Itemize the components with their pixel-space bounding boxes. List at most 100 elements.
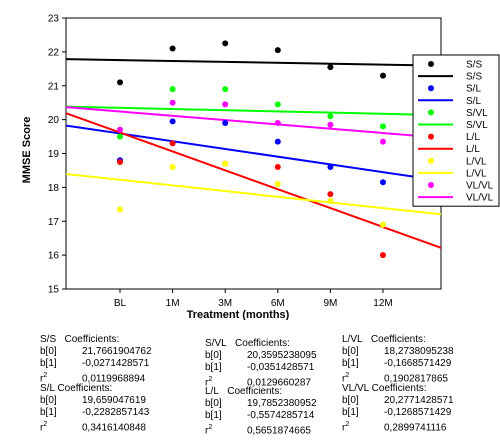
point-l-l	[380, 252, 386, 259]
point-vl-vl	[222, 101, 229, 108]
coef-b1-label: b[1]	[40, 358, 57, 369]
coef-r2-sup: 2	[345, 372, 350, 379]
point-s-vl	[327, 113, 334, 120]
mmse-chart: 15 16 17 18 19 20 21 22 23 BL 1M 3M 6M 9M 12M Treatme…	[21, 14, 500, 320]
coef-title: S/S	[40, 334, 57, 345]
coef-b0-value: 20,2771428571	[384, 395, 454, 406]
point-l-l	[327, 191, 334, 198]
x-tick-label: 9M	[323, 298, 337, 309]
coef-r2-label: r	[205, 377, 209, 389]
x-tick-label: 1M	[166, 298, 180, 309]
coef-b0-value: 21,7661904762	[82, 346, 152, 357]
coef-b1-label: b[1]	[342, 407, 359, 418]
point-s-vl	[222, 86, 229, 93]
coef-b1-value: -0,5574285714	[247, 410, 315, 421]
coef-b0-label: b[0]	[205, 398, 222, 409]
coef-r2-value: 0,3416140848	[82, 422, 146, 434]
y-axis-label: MMSE Score	[21, 117, 33, 184]
point-s-l	[380, 179, 386, 186]
coef-b1-label: b[1]	[40, 407, 57, 418]
x-tick-label: BL	[114, 298, 127, 309]
coef-title: L/VL	[342, 334, 363, 345]
coef-r2-sup: 2	[208, 376, 213, 383]
legend-label: L/L	[466, 144, 480, 155]
point-l-vl	[380, 221, 386, 228]
point-l-vl	[222, 160, 229, 167]
x-axis-label: Treatment (months)	[187, 309, 290, 320]
coef-b0-label: b[0]	[205, 350, 222, 361]
coef-b0-label: b[0]	[40, 395, 57, 406]
coef-head-label: Coefficients:	[235, 338, 290, 349]
fit-lines	[66, 58, 441, 249]
coef-b1-value: -0,1268571429	[384, 407, 452, 418]
point-s-vl	[274, 101, 281, 108]
coef-block-vl-vl: VL/VL Coefficients: b[0] 20,2771428571 b[…	[342, 383, 454, 434]
coef-title: S/VL	[205, 338, 227, 349]
coef-b0-value: 18,2738095238	[384, 346, 454, 357]
x-tick-label: 12M	[373, 298, 392, 309]
coef-b1-label: b[1]	[205, 362, 222, 373]
coef-b0-label: b[0]	[342, 395, 359, 406]
legend-label: S/S	[466, 60, 482, 71]
point-s-s	[327, 64, 334, 71]
coef-b1-label: b[1]	[342, 358, 359, 369]
legend-label: L/L	[466, 132, 480, 143]
point-l-l	[274, 164, 281, 171]
coef-b0-value: 19,659047619	[82, 395, 146, 406]
y-axis-ticks: 15 16 17 18 19 20 21 22 23	[48, 14, 66, 296]
point-s-vl	[169, 86, 176, 93]
y-tick-label: 15	[48, 285, 60, 296]
coef-head-label: Coefficients:	[57, 383, 113, 394]
coef-r2-label: r	[342, 373, 346, 385]
point-s-vl	[117, 133, 123, 140]
point-s-s	[169, 45, 176, 52]
fit-line-s-s	[66, 58, 441, 67]
y-tick-label: 22	[48, 47, 60, 58]
coef-block-s-vl: S/VL Coefficients: b[0] 20,3595238095 b[1…	[205, 338, 317, 389]
coef-r2-sup: 2	[208, 424, 213, 431]
legend-label: S/VL	[466, 108, 488, 119]
legend-marker	[428, 109, 434, 116]
coef-r2-label: r	[40, 373, 44, 385]
coef-r2-value: 0,1902817865	[384, 373, 448, 385]
coef-head-label: Coefficients:	[371, 383, 427, 394]
coef-block-s-s: S/S Coefficients: b[0] 21,7661904762 b[1]…	[40, 334, 152, 385]
point-vl-vl	[169, 99, 176, 106]
point-vl-vl	[380, 138, 386, 145]
coef-b0-value: 20,3595238095	[247, 350, 317, 361]
point-l-vl	[169, 164, 176, 171]
coef-r2-label: r	[342, 422, 346, 434]
data-points	[117, 40, 386, 259]
legend-box	[412, 54, 500, 207]
fit-line-vl-vl	[66, 106, 441, 139]
y-tick-label: 16	[48, 251, 60, 262]
coef-title: VL/VL	[342, 383, 369, 394]
coef-head-label: Coefficients:	[64, 334, 120, 345]
coef-head-label: Coefficients:	[227, 386, 283, 397]
legend-marker	[428, 133, 434, 140]
point-l-vl	[117, 206, 123, 213]
coef-r2-value: 0,0129660287	[247, 377, 311, 389]
y-tick-label: 21	[48, 81, 60, 92]
y-tick-label: 18	[48, 183, 60, 194]
point-l-vl	[274, 180, 281, 187]
fit-line-s-vl	[66, 105, 441, 117]
point-l-l	[169, 140, 176, 147]
legend-label: L/VL	[466, 168, 487, 179]
point-s-s	[380, 72, 386, 79]
legend-marker	[428, 61, 434, 67]
coef-block-l-vl: L/VL Coefficients: b[0] 18,2738095238 b[1…	[342, 334, 454, 385]
legend-label: S/L	[466, 84, 481, 95]
legend-marker	[428, 182, 434, 188]
coef-title: L/L	[205, 386, 219, 397]
coef-b1-label: b[1]	[205, 410, 222, 421]
coef-head-label: Coefficients:	[370, 334, 426, 345]
y-tick-label: 20	[48, 115, 60, 126]
coef-r2-label: r	[40, 422, 44, 434]
point-l-vl	[327, 197, 334, 204]
coef-r2-value: 0,5651874665	[247, 425, 311, 437]
legend-label: S/S	[466, 72, 482, 83]
y-tick-label: 23	[48, 14, 60, 25]
coef-r2-sup: 2	[43, 421, 48, 428]
legend-label: L/VL	[466, 156, 487, 167]
